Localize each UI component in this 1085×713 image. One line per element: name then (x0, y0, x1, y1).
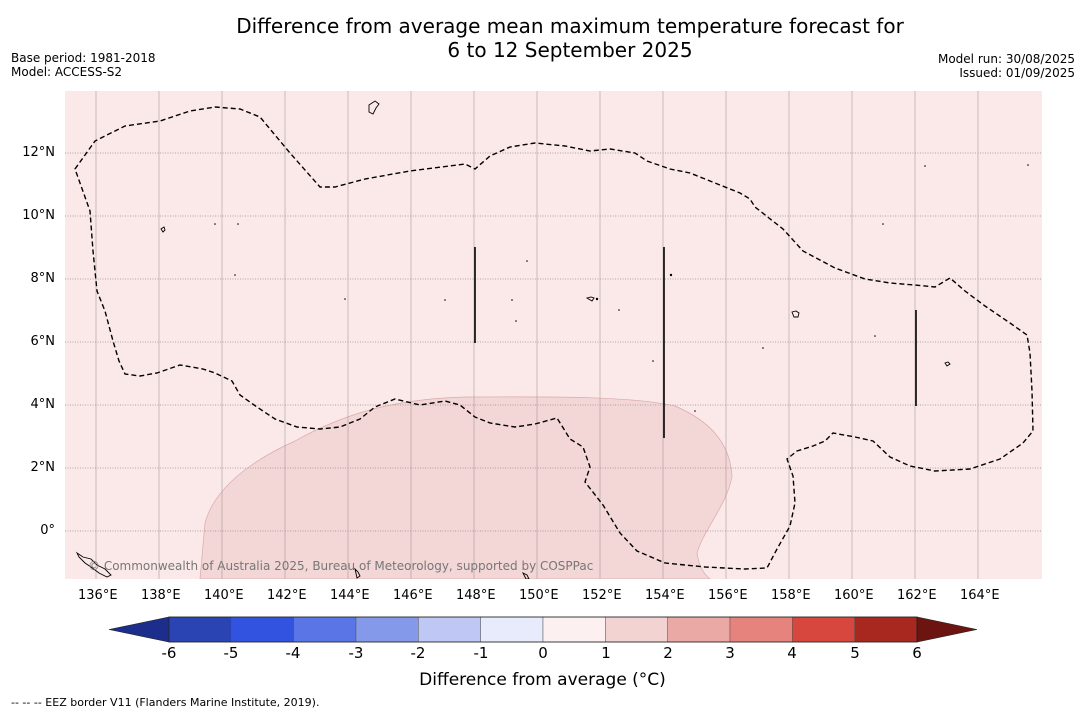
x-tick-label: 162°E (897, 588, 937, 603)
eez-border (74, 106, 1034, 570)
colorbar-extend-high (916, 616, 978, 643)
base-period: Base period: 1981-2018 (11, 51, 156, 65)
colorbar-tick: 6 (912, 644, 922, 662)
colorbar-bin (542, 616, 606, 643)
x-tick-label: 142°E (267, 588, 307, 603)
colorbar-tick: -4 (285, 644, 301, 662)
x-tick-label: 144°E (330, 588, 370, 603)
longitude-gridlines (95, 91, 979, 579)
colorbar-bin (792, 616, 855, 643)
x-tick-label: 156°E (708, 588, 748, 603)
meta-left: Base period: 1981-2018 Model: ACCESS-S2 (11, 51, 156, 79)
x-tick-label: 138°E (141, 588, 181, 603)
boundary-segments (474, 247, 917, 438)
colorbar-bin (355, 616, 419, 643)
colorbar-bin (293, 616, 357, 643)
x-tick-label: 150°E (519, 588, 559, 603)
colorbar-tick: 0 (538, 644, 548, 662)
colorbar-tick: 4 (787, 644, 797, 662)
latitude-gridlines (65, 152, 1042, 532)
colorbar-bin (605, 616, 668, 643)
y-tick-label: 8°N (30, 271, 56, 286)
colorbar-bin (418, 616, 481, 643)
y-tick-label: 6°N (30, 334, 56, 349)
islands (75, 100, 951, 579)
model-run: Model run: 30/08/2025 (937, 52, 1075, 66)
colorbar-bin (667, 616, 731, 643)
map-panel (65, 91, 1042, 579)
issued-date: Issued: 01/09/2025 (959, 66, 1075, 80)
colorbar-tick: 1 (601, 644, 611, 662)
colorbar-tick: 5 (850, 644, 860, 662)
colorbar-tick: -5 (223, 644, 239, 662)
title-line-1: Difference from average mean maximum tem… (236, 14, 904, 38)
y-tick-label: 10°N (22, 208, 55, 223)
colorbar-tick: 3 (725, 644, 735, 662)
x-tick-label: 152°E (582, 588, 622, 603)
y-tick-label: 2°N (30, 460, 56, 475)
y-tick-label: 0° (40, 523, 55, 538)
colorbar-bin (729, 616, 793, 643)
colorbar-bin (168, 616, 232, 643)
meta-right: Model run: 30/08/2025 Issued: 01/09/2025 (938, 52, 1075, 80)
footnote: -- -- -- EEZ border V11 (Flanders Marine… (11, 696, 320, 709)
x-tick-label: 158°E (771, 588, 811, 603)
anomaly-region-1-2 (199, 396, 733, 579)
x-tick-label: 140°E (204, 588, 244, 603)
x-tick-label: 154°E (645, 588, 685, 603)
colorbar-tick: -2 (410, 644, 426, 662)
map-svg (65, 91, 1042, 579)
x-tick-label: 148°E (456, 588, 496, 603)
colorbar-outline (168, 616, 918, 643)
x-tick-label: 164°E (960, 588, 1000, 603)
model-name: Model: ACCESS-S2 (11, 65, 123, 79)
colorbar-extend-low (108, 616, 170, 643)
island-dots (214, 164, 1029, 412)
colorbar-bin (854, 616, 918, 643)
colorbar-bin (480, 616, 544, 643)
map-title: Difference from average mean maximum tem… (170, 14, 970, 62)
colorbar-tick: 2 (663, 644, 673, 662)
x-tick-label: 146°E (393, 588, 433, 603)
y-tick-label: 12°N (22, 145, 55, 160)
colorbar-bin (231, 616, 294, 643)
copyright-notice: © Commonwealth of Australia 2025, Bureau… (88, 559, 594, 573)
title-line-2: 6 to 12 September 2025 (447, 38, 693, 62)
colorbar-tick: -6 (161, 644, 177, 662)
x-tick-label: 160°E (834, 588, 874, 603)
x-tick-label: 136°E (78, 588, 118, 603)
y-tick-label: 4°N (30, 397, 56, 412)
colorbar-tick: -1 (473, 644, 489, 662)
colorbar-title: Difference from average (°C) (419, 670, 666, 690)
colorbar-tick: -3 (348, 644, 364, 662)
colorbar (108, 616, 978, 643)
